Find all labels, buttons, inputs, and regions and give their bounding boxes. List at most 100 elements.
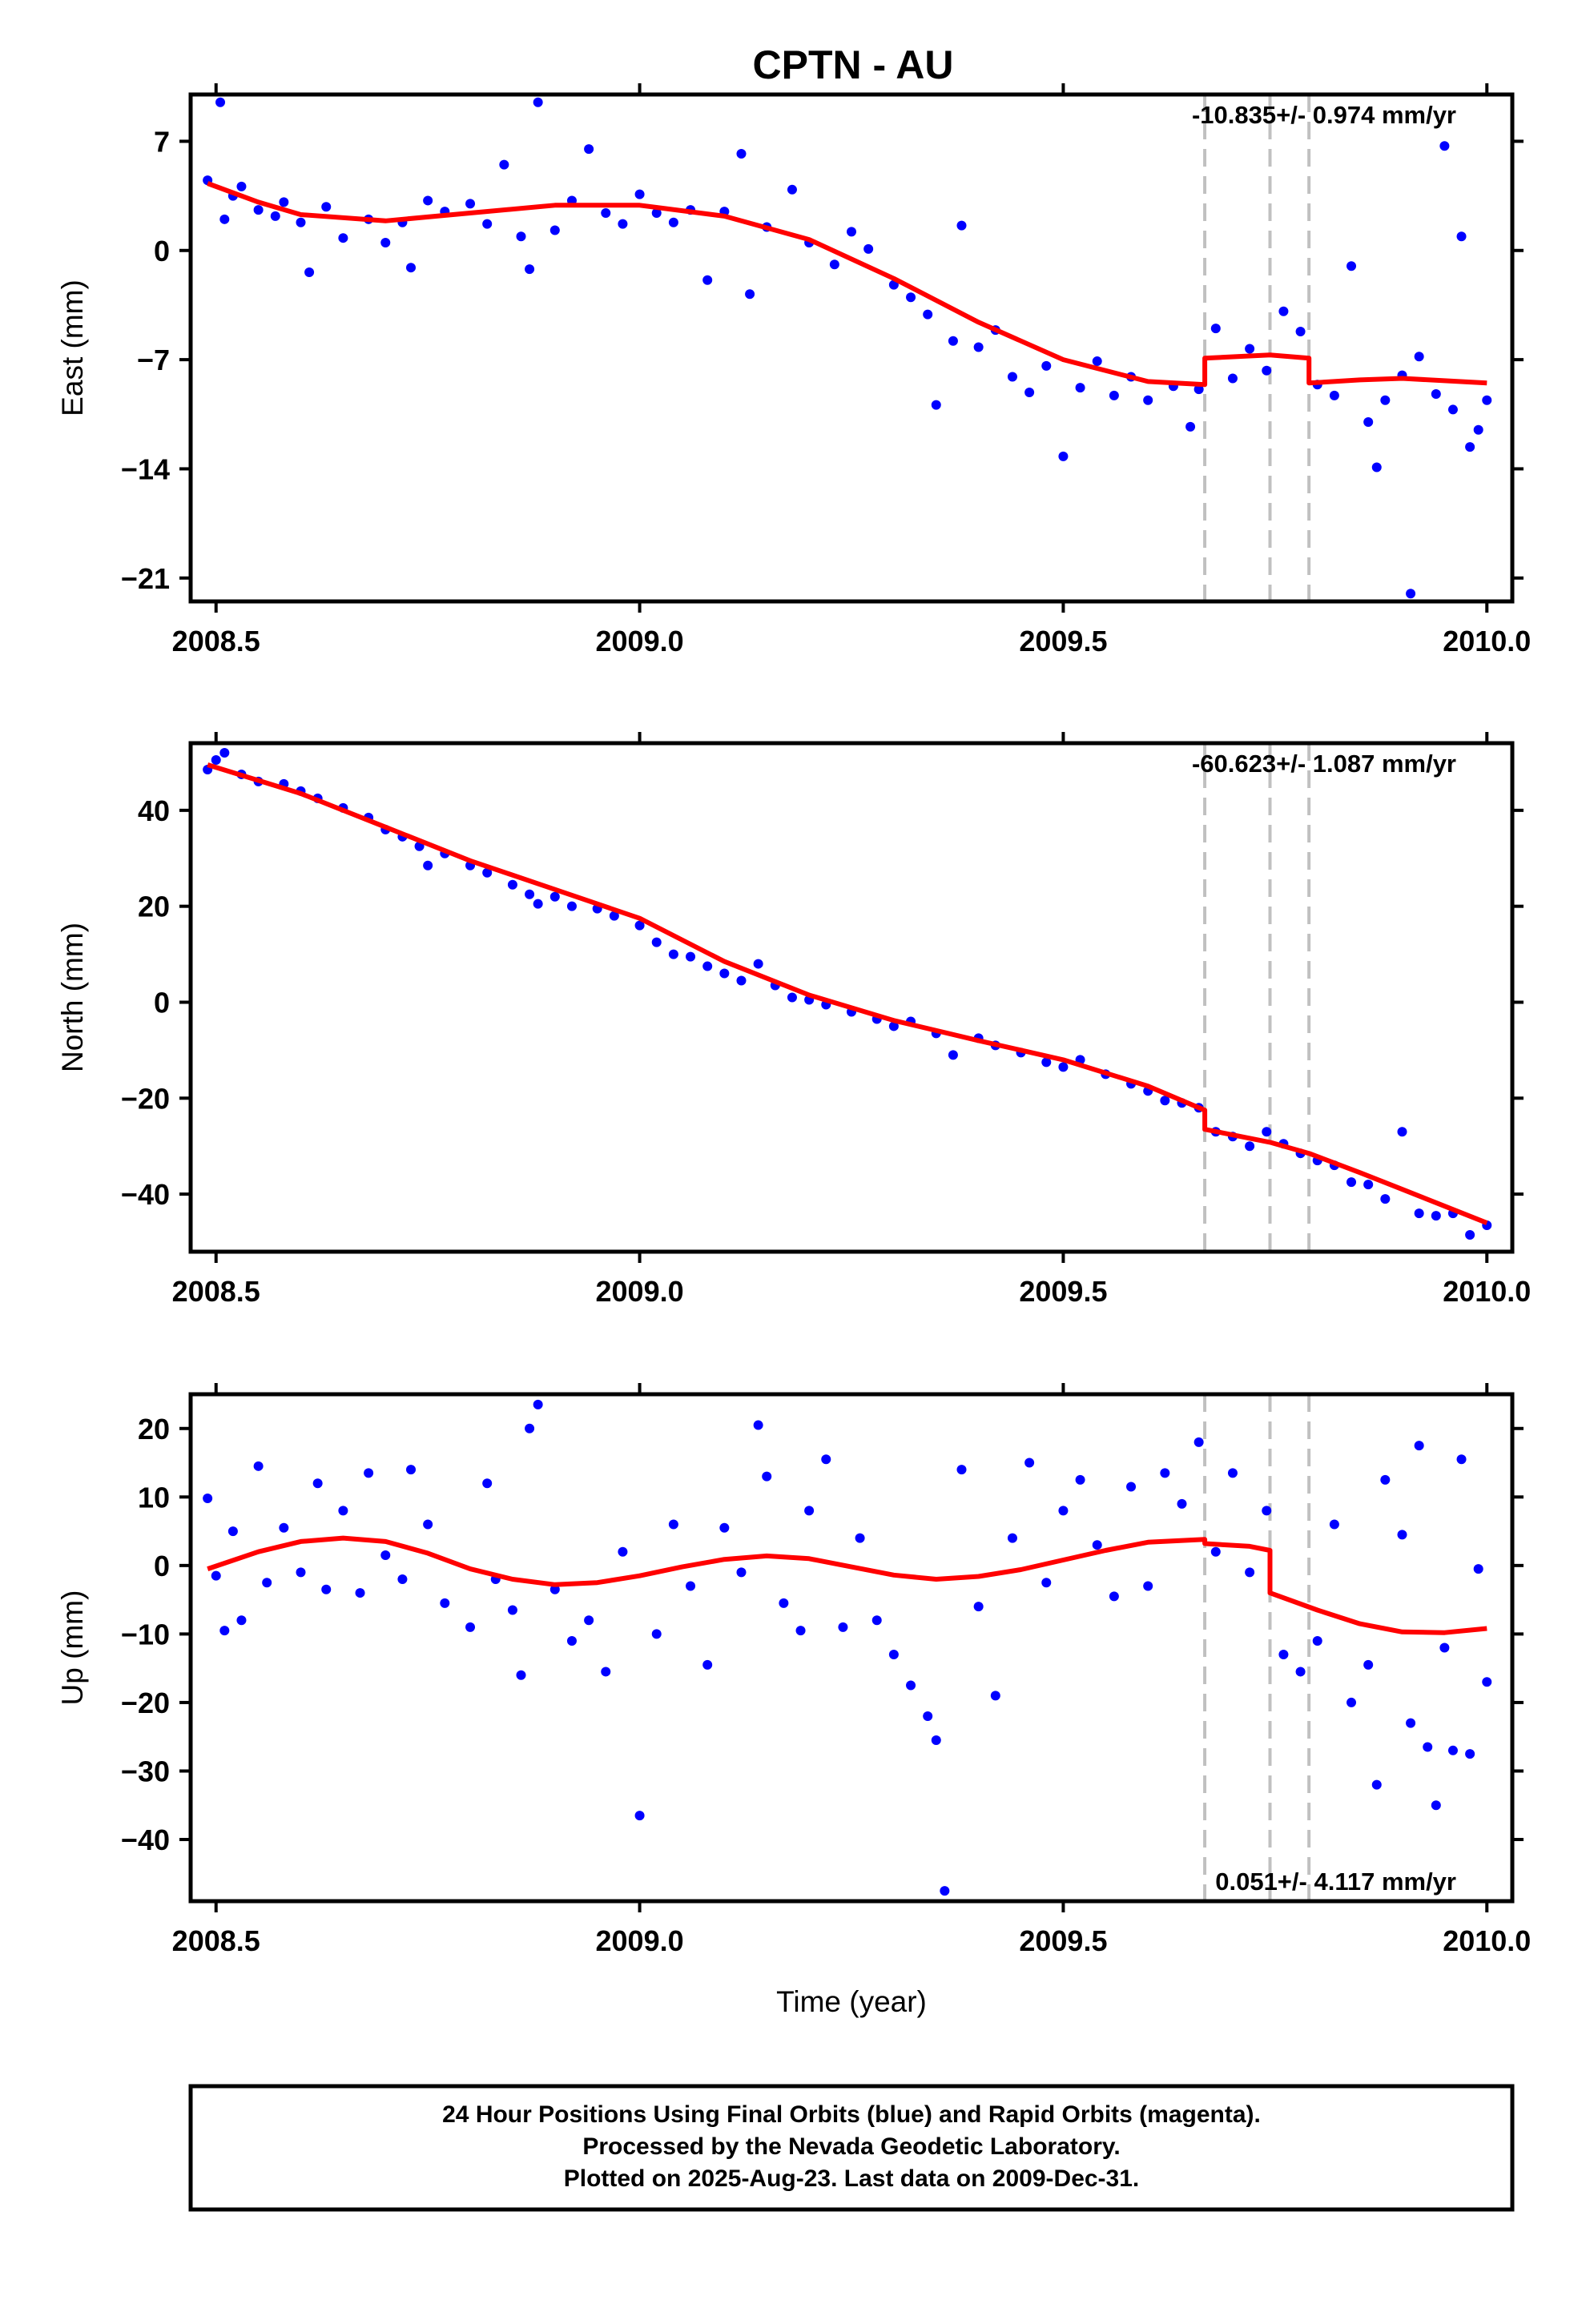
axes-frame <box>188 1392 1515 1904</box>
data-point <box>1346 1697 1357 1707</box>
data-point <box>956 220 967 231</box>
x-tick-label: 2009.0 <box>596 1924 684 1957</box>
y-tick-label: −30 <box>121 1755 170 1787</box>
y-tick-label: −20 <box>121 1082 170 1115</box>
data-point <box>668 1519 678 1530</box>
data-point <box>1143 1581 1153 1591</box>
y-tick-label: 20 <box>138 1413 170 1445</box>
data-point <box>584 1615 594 1626</box>
data-point <box>203 1494 213 1504</box>
data-point <box>847 227 856 237</box>
data-point <box>634 920 645 931</box>
x-axis-label: Time (year) <box>776 1985 927 2018</box>
data-point <box>262 1578 272 1588</box>
data-point <box>787 184 797 195</box>
data-point <box>507 1605 517 1615</box>
data-point <box>1278 1650 1289 1660</box>
data-point <box>821 1454 831 1465</box>
y-tick-label: −40 <box>121 1823 170 1856</box>
x-tick-label: 2009.5 <box>1019 625 1107 657</box>
data-point <box>211 754 221 765</box>
data-point <box>618 1546 628 1557</box>
data-point <box>1024 388 1035 398</box>
rate-annotation: -10.835+/- 0.974 mm/yr <box>1192 101 1456 129</box>
data-point <box>1363 1180 1374 1190</box>
data-point <box>227 1526 238 1537</box>
data-point <box>762 1471 772 1482</box>
data-point <box>906 292 916 303</box>
data-point <box>1346 261 1357 271</box>
y-tick-label: 0 <box>154 1550 170 1582</box>
model-curve <box>207 181 1487 388</box>
data-point <box>888 1021 899 1031</box>
data-point <box>1177 1498 1187 1509</box>
data-point <box>931 400 941 410</box>
data-point <box>1380 395 1391 405</box>
data-point <box>923 1711 933 1722</box>
data-point <box>499 159 509 170</box>
east-panel: 2008.5 2009.0 2009.5 2010.0 7 0 −7 −14 −21 East (… <box>56 83 1531 657</box>
data-point <box>312 1478 323 1489</box>
data-point <box>566 901 577 911</box>
data-point <box>219 214 230 224</box>
data-point <box>566 1635 577 1646</box>
data-point <box>440 1598 450 1608</box>
data-point <box>736 149 747 159</box>
data-point <box>923 309 933 320</box>
data-point <box>1371 1779 1382 1790</box>
data-point <box>719 1522 730 1533</box>
data-point <box>533 1399 543 1409</box>
data-point <box>990 1691 1000 1701</box>
data-point <box>618 219 628 229</box>
data-point <box>215 97 226 107</box>
data-point <box>1329 1519 1339 1530</box>
data-point <box>321 1584 332 1594</box>
data-point <box>549 1584 560 1594</box>
data-point <box>948 1050 958 1060</box>
y-tick-label: −40 <box>121 1178 170 1211</box>
data-point <box>1363 417 1374 428</box>
data-point <box>533 97 543 107</box>
data-point <box>753 959 763 969</box>
data-point <box>516 1670 526 1680</box>
data-point <box>1262 1127 1272 1137</box>
data-point <box>702 275 713 285</box>
data-point <box>1160 1468 1170 1478</box>
data-point <box>1465 442 1475 452</box>
data-point <box>1406 589 1416 599</box>
x-tick-label: 2009.0 <box>596 625 684 657</box>
data-point <box>1041 360 1052 371</box>
data-point <box>219 747 230 758</box>
axes-frame <box>188 741 1515 1254</box>
data-point <box>1075 383 1085 393</box>
data-point <box>1380 1474 1391 1485</box>
data-point <box>1473 1564 1483 1574</box>
data-point <box>1245 1141 1255 1152</box>
data-point <box>702 1659 713 1670</box>
data-point <box>279 1522 289 1533</box>
data-point <box>863 243 874 254</box>
data-point <box>1465 1230 1475 1240</box>
data-point <box>1431 388 1441 399</box>
plot-area <box>203 94 1492 601</box>
y-tick-label: −7 <box>137 344 170 376</box>
data-point <box>1058 1506 1069 1516</box>
data-point <box>549 891 560 902</box>
data-point <box>1193 1437 1204 1447</box>
data-point <box>702 961 713 971</box>
data-point <box>668 949 678 959</box>
data-point <box>279 197 289 207</box>
y-tick-label: 7 <box>154 125 170 158</box>
data-point <box>1295 327 1306 337</box>
data-point <box>1439 141 1450 151</box>
data-point <box>1278 306 1289 316</box>
data-point <box>906 1680 916 1691</box>
data-point <box>668 217 678 227</box>
plot-area <box>203 1394 1492 1901</box>
data-point <box>829 259 839 270</box>
x-tick-label: 2010.0 <box>1443 1275 1531 1308</box>
footer-frame <box>188 2084 1515 2212</box>
data-point <box>1227 373 1238 384</box>
data-point <box>1465 1749 1475 1759</box>
data-point <box>1262 1506 1272 1516</box>
